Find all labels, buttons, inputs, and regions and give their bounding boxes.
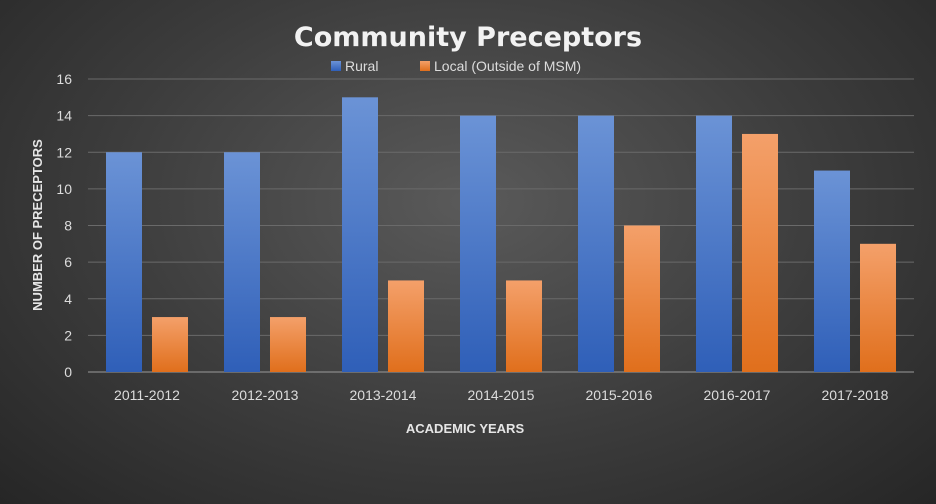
- bar-rural: [342, 97, 378, 372]
- legend-label-local: Local (Outside of MSM): [434, 58, 581, 74]
- legend: Rural Local (Outside of MSM): [331, 58, 581, 74]
- bar-local: [624, 225, 660, 372]
- bar-local: [270, 317, 306, 372]
- y-tick-label: 4: [64, 291, 72, 307]
- x-axis-ticks: 2011-2012 2012-2013 2013-2014 2014-2015 2015…: [114, 387, 889, 403]
- y-axis-ticks: 0 2 4 6 8 10 12 14 16: [56, 71, 72, 380]
- bar-local: [506, 280, 542, 372]
- y-tick-label: 12: [56, 144, 72, 160]
- bar-rural: [106, 152, 142, 372]
- y-tick-label: 0: [64, 364, 72, 380]
- x-tick-label: 2011-2012: [114, 387, 180, 403]
- y-axis-title: NUMBER OF PRECEPTORS: [30, 139, 45, 311]
- y-tick-label: 6: [64, 254, 72, 270]
- bar-local: [152, 317, 188, 372]
- legend-swatch-local: [420, 61, 430, 71]
- x-tick-label: 2015-2016: [586, 387, 653, 403]
- legend-label-rural: Rural: [345, 58, 378, 74]
- x-tick-label: 2017-2018: [822, 387, 889, 403]
- bar-local: [860, 243, 896, 372]
- gridlines: [88, 78, 914, 373]
- y-tick-label: 10: [56, 181, 72, 197]
- bar-local: [742, 133, 778, 372]
- bar-rural: [224, 152, 260, 372]
- bars: [106, 97, 896, 372]
- bar-rural: [578, 115, 614, 372]
- bar-rural: [814, 170, 850, 372]
- y-tick-label: 14: [56, 108, 72, 124]
- legend-swatch-rural: [331, 61, 341, 71]
- x-tick-label: 2014-2015: [468, 387, 535, 403]
- chart-title: Community Preceptors: [294, 22, 642, 53]
- x-tick-label: 2016-2017: [704, 387, 771, 403]
- bar-rural: [696, 115, 732, 372]
- y-tick-label: 8: [64, 218, 72, 234]
- x-tick-label: 2013-2014: [350, 387, 417, 403]
- bar-local: [388, 280, 424, 372]
- x-axis-title: ACADEMIC YEARS: [406, 421, 525, 436]
- y-tick-label: 2: [64, 327, 72, 343]
- bar-rural: [460, 115, 496, 372]
- x-tick-label: 2012-2013: [232, 387, 299, 403]
- y-tick-label: 16: [56, 71, 72, 87]
